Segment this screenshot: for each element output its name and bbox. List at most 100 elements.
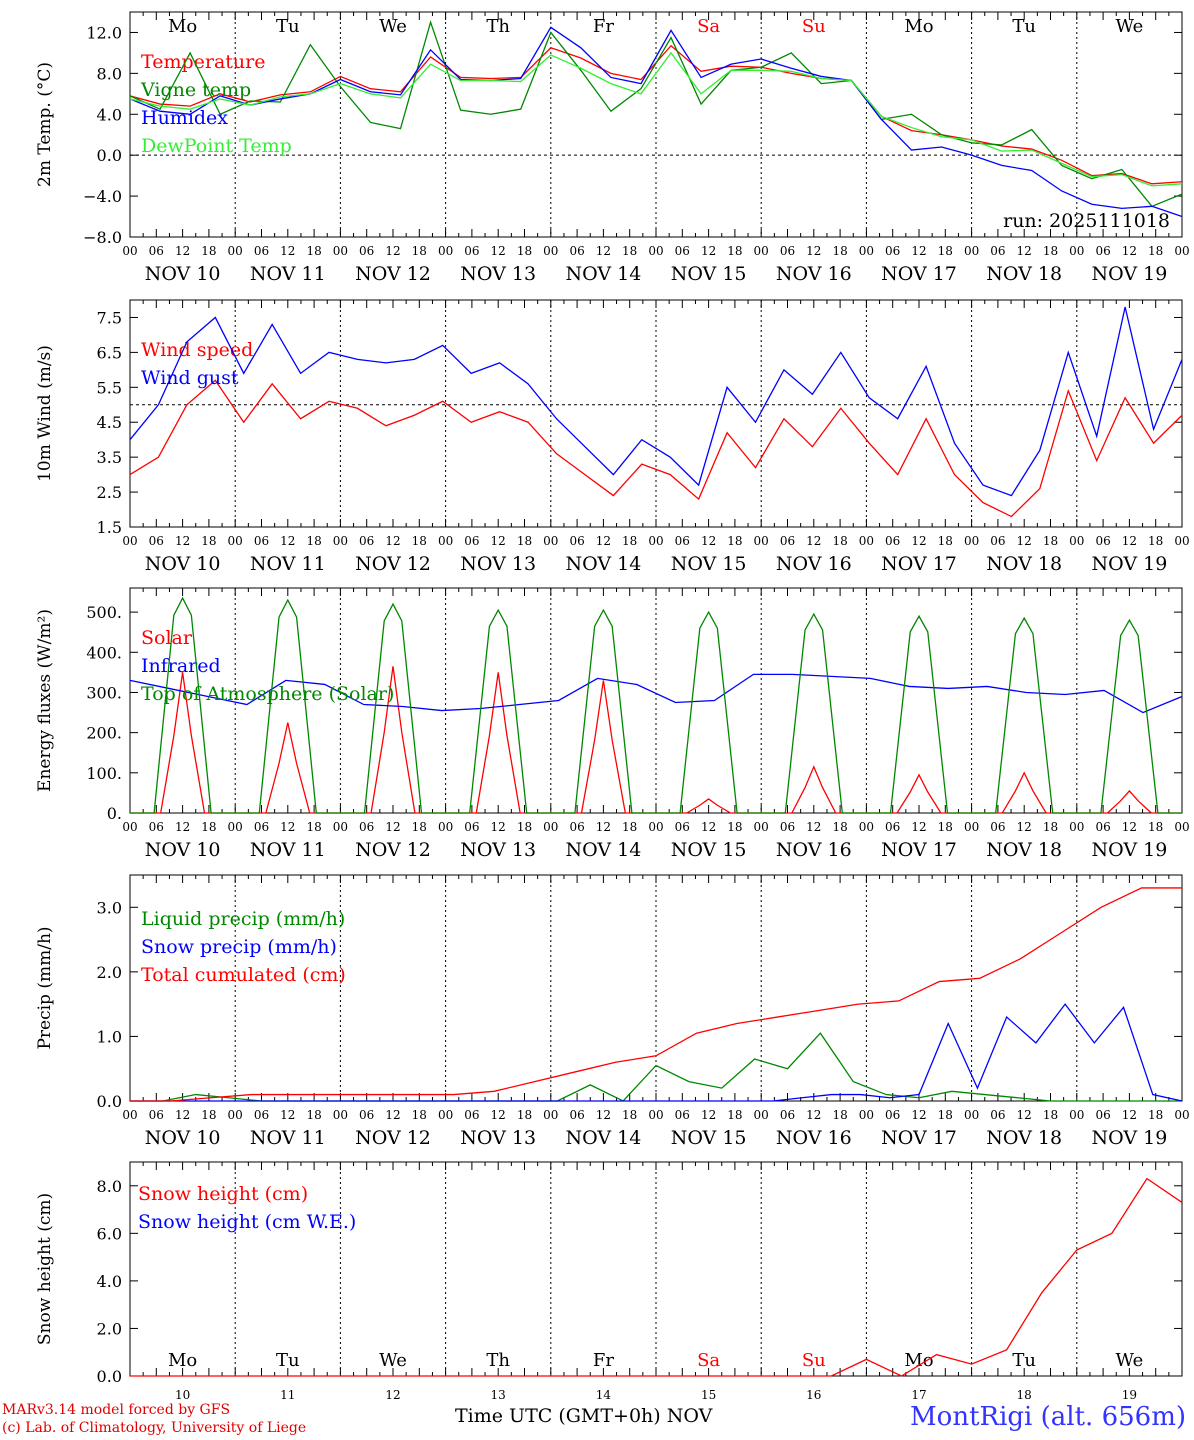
date-label: NOV 14 bbox=[565, 1127, 641, 1149]
hour-label: 06 bbox=[254, 244, 269, 258]
weekday-label: We bbox=[379, 1350, 407, 1371]
hour-label: 18 bbox=[1043, 820, 1058, 834]
hour-label: 18 bbox=[832, 534, 847, 548]
y-tick-label: 3.0 bbox=[97, 898, 122, 917]
series-line-snow-precip-mm-h- bbox=[130, 1003, 1183, 1102]
y-tick-label: 8.0 bbox=[97, 1177, 122, 1196]
hour-label: 06 bbox=[1095, 820, 1110, 834]
hour-label: 12 bbox=[491, 244, 506, 258]
series-line-top-of-atmosphere-solar- bbox=[130, 596, 1182, 814]
hour-label: 18 bbox=[1148, 534, 1163, 548]
hour-label: 06 bbox=[780, 820, 795, 834]
hour-label: 12 bbox=[175, 820, 190, 834]
hour-label: 06 bbox=[149, 534, 164, 548]
hour-label: 00 bbox=[1174, 1108, 1189, 1122]
y-axis-label: 10m Wind (m/s) bbox=[35, 345, 55, 482]
hour-label: 12 bbox=[491, 534, 506, 548]
date-label: NOV 18 bbox=[986, 839, 1062, 861]
y-tick-label: 7.5 bbox=[97, 308, 122, 327]
hour-label: 00 bbox=[754, 1108, 769, 1122]
series-line-snow-height-cm- bbox=[130, 1177, 1183, 1377]
hour-label: 18 bbox=[517, 534, 532, 548]
date-label: NOV 16 bbox=[776, 839, 852, 861]
hour-label: 18 bbox=[306, 1108, 321, 1122]
y-tick-label: 5.5 bbox=[97, 378, 122, 397]
weekday-label: Tu bbox=[276, 1350, 300, 1371]
date-label: NOV 12 bbox=[355, 1127, 431, 1149]
hour-label: 00 bbox=[648, 244, 663, 258]
hour-label: 00 bbox=[438, 820, 453, 834]
hour-label: 12 bbox=[1122, 820, 1137, 834]
hour-label: 00 bbox=[859, 534, 874, 548]
date-label: NOV 18 bbox=[986, 1127, 1062, 1149]
hour-label: 00 bbox=[228, 244, 243, 258]
hour-label: 12 bbox=[385, 244, 400, 258]
hour-label: 06 bbox=[990, 1108, 1005, 1122]
hour-label: 12 bbox=[491, 820, 506, 834]
day-number: 11 bbox=[280, 1388, 295, 1402]
weekday-label: Tu bbox=[1012, 1350, 1036, 1371]
y-tick-label: −8.0 bbox=[83, 228, 122, 247]
hour-label: 18 bbox=[306, 820, 321, 834]
y-tick-label: 2.5 bbox=[97, 483, 122, 502]
hour-label: 18 bbox=[1043, 244, 1058, 258]
series-line-wind-gust bbox=[129, 306, 1183, 497]
hour-label: 00 bbox=[1174, 820, 1189, 834]
legend-entry: Wind speed bbox=[141, 339, 253, 361]
date-label: NOV 12 bbox=[355, 839, 431, 861]
hour-label: 18 bbox=[306, 244, 321, 258]
panel-4: 3.0 2.0 1.0 0.0 Precip (mm/h) 00 06 12 18 00 06 12 1… bbox=[35, 874, 1190, 1149]
weekday-label: Mo bbox=[904, 1350, 933, 1371]
hour-label: 12 bbox=[175, 244, 190, 258]
hour-label: 18 bbox=[1148, 820, 1163, 834]
legend-entry: Liquid precip (mm/h) bbox=[141, 908, 345, 930]
hour-label: 12 bbox=[596, 820, 611, 834]
date-label: NOV 13 bbox=[460, 263, 536, 285]
legend-entry: Snow precip (mm/h) bbox=[141, 936, 337, 958]
date-label: NOV 13 bbox=[460, 839, 536, 861]
hour-label: 06 bbox=[885, 820, 900, 834]
hour-label: 18 bbox=[938, 534, 953, 548]
y-axis-label: 2m Temp. (°C) bbox=[35, 62, 55, 187]
panel-5: 8.0 6.0 4.0 2.0 0.0 Snow height (cm) Mo Tu We Th F… bbox=[35, 1161, 1183, 1402]
weekday-label: Mo bbox=[168, 1350, 197, 1371]
hour-label: 00 bbox=[964, 820, 979, 834]
weekday-label: Th bbox=[486, 1350, 510, 1371]
legend-entry: Humidex bbox=[141, 107, 228, 129]
weekday-label: Sa bbox=[697, 16, 720, 37]
hour-label: 12 bbox=[911, 820, 926, 834]
series-line-dewpoint-temp bbox=[129, 51, 1183, 187]
date-label: NOV 18 bbox=[986, 553, 1062, 575]
hour-label: 12 bbox=[1122, 1108, 1137, 1122]
date-label: NOV 19 bbox=[1091, 553, 1167, 575]
hour-label: 00 bbox=[228, 534, 243, 548]
date-label: NOV 11 bbox=[250, 263, 326, 285]
hour-label: 00 bbox=[859, 820, 874, 834]
day-number: 18 bbox=[1017, 1388, 1032, 1402]
y-tick-label: 2.0 bbox=[97, 1319, 122, 1338]
hour-label: 06 bbox=[780, 1108, 795, 1122]
hour-label: 00 bbox=[122, 534, 137, 548]
y-axis-label: Snow height (cm) bbox=[35, 1193, 55, 1345]
hour-label: 12 bbox=[911, 244, 926, 258]
hour-label: 06 bbox=[569, 534, 584, 548]
hour-label: 00 bbox=[1069, 820, 1084, 834]
hour-label: 18 bbox=[412, 244, 427, 258]
day-number: 10 bbox=[175, 1388, 190, 1402]
hour-label: 06 bbox=[464, 1108, 479, 1122]
y-tick-label: 3.5 bbox=[97, 448, 122, 467]
y-tick-label: 8.0 bbox=[97, 64, 122, 83]
hour-label: 18 bbox=[517, 820, 532, 834]
weekday-label: We bbox=[1116, 16, 1144, 37]
y-tick-label: 1.0 bbox=[97, 1027, 122, 1046]
hour-label: 18 bbox=[201, 820, 216, 834]
hour-label: 00 bbox=[648, 1108, 663, 1122]
hour-label: 18 bbox=[938, 820, 953, 834]
hour-label: 18 bbox=[201, 244, 216, 258]
day-number: 16 bbox=[806, 1388, 821, 1402]
date-label: NOV 16 bbox=[776, 553, 852, 575]
hour-label: 06 bbox=[675, 820, 690, 834]
legend-entry: Infrared bbox=[141, 655, 221, 677]
panel-2: 7.5 6.5 5.5 4.5 3.5 2.5 1.5 10m Wind (m/s) 00 06 1… bbox=[35, 299, 1190, 575]
hour-label: 00 bbox=[333, 534, 348, 548]
